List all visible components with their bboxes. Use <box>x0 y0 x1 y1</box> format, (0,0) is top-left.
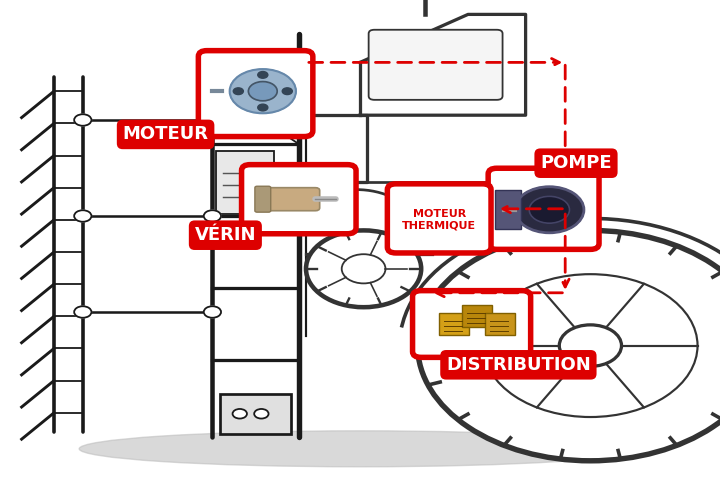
Text: THERMIQUE: THERMIQUE <box>402 221 476 230</box>
FancyBboxPatch shape <box>439 313 469 335</box>
FancyBboxPatch shape <box>203 56 308 90</box>
Circle shape <box>248 82 277 101</box>
Circle shape <box>254 409 269 419</box>
Circle shape <box>258 104 268 111</box>
Text: DISTRIBUTION: DISTRIBUTION <box>446 356 591 374</box>
Text: MOTEUR: MOTEUR <box>122 125 209 144</box>
Circle shape <box>230 69 296 113</box>
Circle shape <box>515 187 584 233</box>
FancyBboxPatch shape <box>198 51 312 136</box>
Circle shape <box>342 254 385 283</box>
Circle shape <box>559 325 621 366</box>
Ellipse shape <box>79 431 641 467</box>
Circle shape <box>74 210 91 222</box>
FancyBboxPatch shape <box>387 184 491 253</box>
Circle shape <box>306 230 421 307</box>
FancyBboxPatch shape <box>485 313 515 335</box>
Text: VÉRIN: VÉRIN <box>194 226 256 244</box>
FancyBboxPatch shape <box>216 151 274 214</box>
FancyBboxPatch shape <box>241 165 356 234</box>
Circle shape <box>233 88 243 95</box>
FancyBboxPatch shape <box>488 168 599 250</box>
Circle shape <box>204 114 221 126</box>
Text: POMPE: POMPE <box>540 154 612 172</box>
Circle shape <box>204 306 221 318</box>
FancyBboxPatch shape <box>462 305 492 327</box>
Circle shape <box>282 88 292 95</box>
FancyBboxPatch shape <box>413 290 531 357</box>
Circle shape <box>529 196 570 223</box>
FancyBboxPatch shape <box>220 394 291 434</box>
Circle shape <box>74 306 91 318</box>
Circle shape <box>483 274 698 417</box>
FancyBboxPatch shape <box>369 30 503 100</box>
Text: MOTEUR: MOTEUR <box>413 209 466 218</box>
Circle shape <box>233 409 247 419</box>
Circle shape <box>74 114 91 126</box>
FancyBboxPatch shape <box>257 188 320 211</box>
Circle shape <box>258 72 268 78</box>
FancyBboxPatch shape <box>255 186 271 212</box>
Circle shape <box>418 230 720 461</box>
Circle shape <box>204 210 221 222</box>
FancyBboxPatch shape <box>495 190 521 229</box>
